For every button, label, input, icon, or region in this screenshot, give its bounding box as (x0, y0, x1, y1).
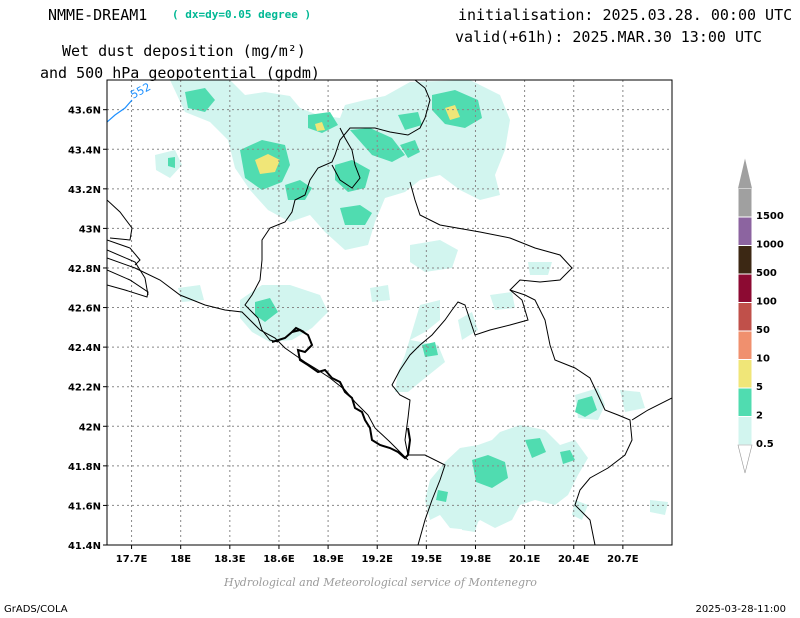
legend-label: 1500 (756, 211, 784, 222)
software-label: GrADS/COLA (4, 604, 68, 615)
legend-label: 100 (756, 297, 777, 308)
model-name: NMME-DREAM1 (48, 6, 148, 24)
longitude-tick-label: 19.2E (361, 554, 393, 565)
latitude-tick-label: 42.2N (68, 383, 101, 394)
legend-label: 50 (756, 325, 770, 336)
longitude-tick-label: 19.8E (460, 554, 492, 565)
grid-resolution: ( dx=dy=0.05 degree ) (172, 8, 312, 21)
coastline (271, 326, 412, 460)
country-borders (107, 80, 672, 545)
legend-color-box (737, 245, 753, 275)
latitude-tick-label: 42N (79, 422, 101, 433)
latitude-tick-label: 43.2N (68, 185, 101, 196)
legend-color-box (737, 273, 753, 303)
legend-label: 10 (756, 354, 770, 365)
longitude-tick-label: 18E (170, 554, 191, 565)
valid-time: valid(+61h): 2025.MAR.30 13:00 UTC (455, 28, 763, 46)
dust-high-areas (255, 105, 460, 174)
legend-color-box (737, 330, 753, 360)
longitude-tick-label: 20.7E (607, 554, 639, 565)
latitude-tick-label: 41.6N (68, 501, 101, 512)
initialisation-time: initialisation: 2025.03.28. 00:00 UTC (458, 6, 793, 24)
legend-color-box (737, 302, 753, 332)
latitude-tick-label: 42.6N (68, 304, 101, 315)
map-frame (106, 79, 673, 546)
longitude-tick-labels: 17.7E 18E 18.3E 18.6E 18.9E 19.2E 19.5E 19.8E 20… (116, 545, 639, 565)
dust-moderate-areas (168, 88, 597, 502)
longitude-tick-label: 18.3E (214, 554, 246, 565)
latitude-tick-label: 42.8N (68, 264, 101, 275)
latitude-tick-label: 43N (79, 224, 101, 235)
geopotential-contour-552 (107, 99, 133, 123)
legend-color-box (737, 416, 753, 446)
legend-label: 2 (756, 411, 763, 422)
legend-color-box (737, 359, 753, 389)
longitude-tick-label: 19.5E (411, 554, 443, 565)
latitude-tick-labels: 41.4N 41.6N 41.8N 42N 42.2N 42.4N 42.6N 42.8N 43… (68, 106, 107, 552)
latitude-tick-label: 43.4N (68, 145, 101, 156)
longitude-tick-label: 20.4E (558, 554, 590, 565)
longitude-tick-label: 18.6E (263, 554, 295, 565)
longitude-tick-label: 18.9E (312, 554, 344, 565)
timestamp-label: 2025-03-28-11:00 (695, 604, 786, 615)
latitude-tick-label: 41.4N (68, 541, 101, 552)
legend-label: 1000 (756, 240, 784, 251)
credit-text: Hydrological and Meteorological service … (224, 576, 537, 589)
longitude-tick-label: 17.7E (116, 554, 148, 565)
legend-bottom-arrow (737, 444, 753, 474)
legend-top-arrow (738, 158, 752, 189)
longitude-tick-label: 20.1E (509, 554, 541, 565)
field-title-line1: Wet dust deposition (mg/m²) (62, 42, 306, 60)
legend-label: 500 (756, 268, 777, 279)
latitude-tick-label: 42.4N (68, 343, 101, 354)
field-title-line2: and 500 hPa geopotential (gpdm) (40, 64, 320, 82)
legend-color-box (737, 387, 753, 417)
latitude-tick-label: 43.6N (68, 106, 101, 117)
legend-color-box (737, 216, 753, 246)
latitude-tick-label: 41.8N (68, 462, 101, 473)
legend-color-box (737, 188, 753, 218)
legend-label: 0.5 (756, 439, 774, 450)
graticule (107, 80, 672, 545)
legend-label: 5 (756, 382, 763, 393)
